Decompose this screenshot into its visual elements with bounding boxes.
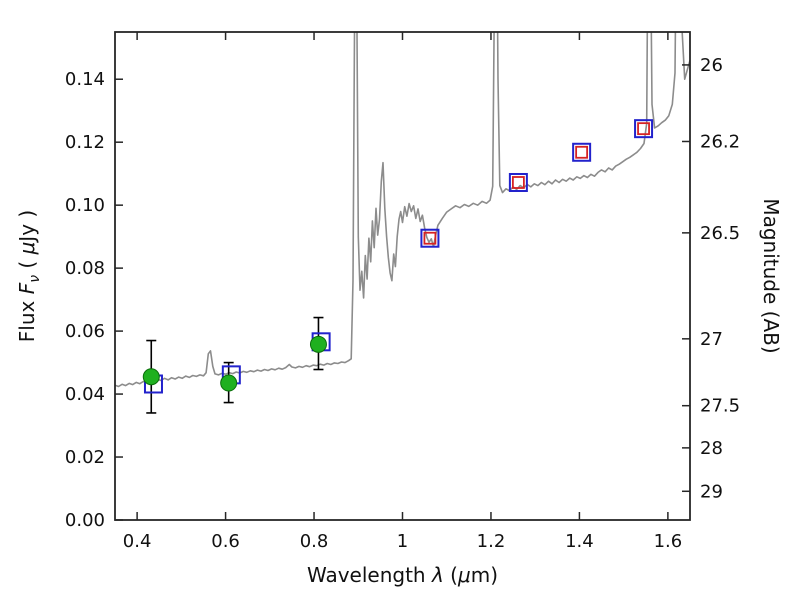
red-square-marker	[575, 145, 589, 159]
y-right-tick-label: 27.5	[700, 396, 740, 417]
green-circle-marker	[220, 374, 238, 392]
x-tick-label: 0.8	[300, 531, 329, 552]
y-right-tick-label: 27	[700, 329, 723, 350]
green-circle-marker	[142, 368, 160, 386]
y-left-tick-label: 0.14	[65, 69, 105, 90]
x-tick-label: 1.4	[565, 531, 594, 552]
red-square-marker	[511, 176, 525, 189]
x-tick-label: 0.4	[123, 531, 152, 552]
y-left-tick-label: 0.06	[65, 321, 105, 342]
x-tick-label: 1	[397, 531, 408, 552]
axis-labels: Wavelength λ (μm) Flux Fν ( μJy ) Magnitud…	[15, 198, 783, 587]
x-axis-ticks: 0.4 0.6 0.8 1 1.2 1.4 1.6	[123, 32, 682, 552]
y-left-tick-label: 0.04	[65, 384, 105, 405]
y-left-tick-label: 0.00	[65, 510, 105, 531]
observed-photometry-green-circles	[142, 335, 327, 392]
red-square-marker	[637, 122, 650, 136]
y-right-tick-label: 29	[700, 481, 723, 502]
y-right-tick-label: 26.5	[700, 223, 740, 244]
x-axis-label: Wavelength λ (μm)	[307, 563, 498, 587]
y-axis-right-ticks: 26 26.2 26.5 27 27.5 28 29	[682, 55, 740, 502]
y-right-tick-label: 28	[700, 438, 723, 459]
blue-square-marker	[572, 142, 592, 162]
blue-square-marker	[420, 228, 440, 248]
x-tick-label: 0.6	[211, 531, 240, 552]
red-square-marker	[423, 231, 437, 245]
y-left-tick-label: 0.12	[65, 132, 105, 153]
y-right-tick-label: 26	[700, 55, 723, 76]
blue-square-marker	[508, 172, 528, 192]
blue-square-marker	[634, 119, 654, 139]
model-photometry-red-squares	[423, 122, 650, 245]
x-tick-label: 1.6	[654, 531, 683, 552]
y-left-tick-label: 0.08	[65, 258, 105, 279]
spectrum-line	[115, 32, 690, 388]
y-axis-left-ticks: 0.00 0.02 0.04 0.06 0.08 0.10 0.12 0.14	[65, 69, 123, 531]
x-tick-label: 1.2	[477, 531, 506, 552]
y-axis-right-label: Magnitude (AB)	[759, 198, 783, 353]
y-axis-left-label: Flux Fν ( μJy )	[15, 210, 43, 342]
y-right-tick-label: 26.2	[700, 131, 740, 152]
y-left-tick-label: 0.10	[65, 195, 105, 216]
y-left-tick-label: 0.02	[65, 447, 105, 468]
green-circle-marker	[309, 335, 327, 353]
